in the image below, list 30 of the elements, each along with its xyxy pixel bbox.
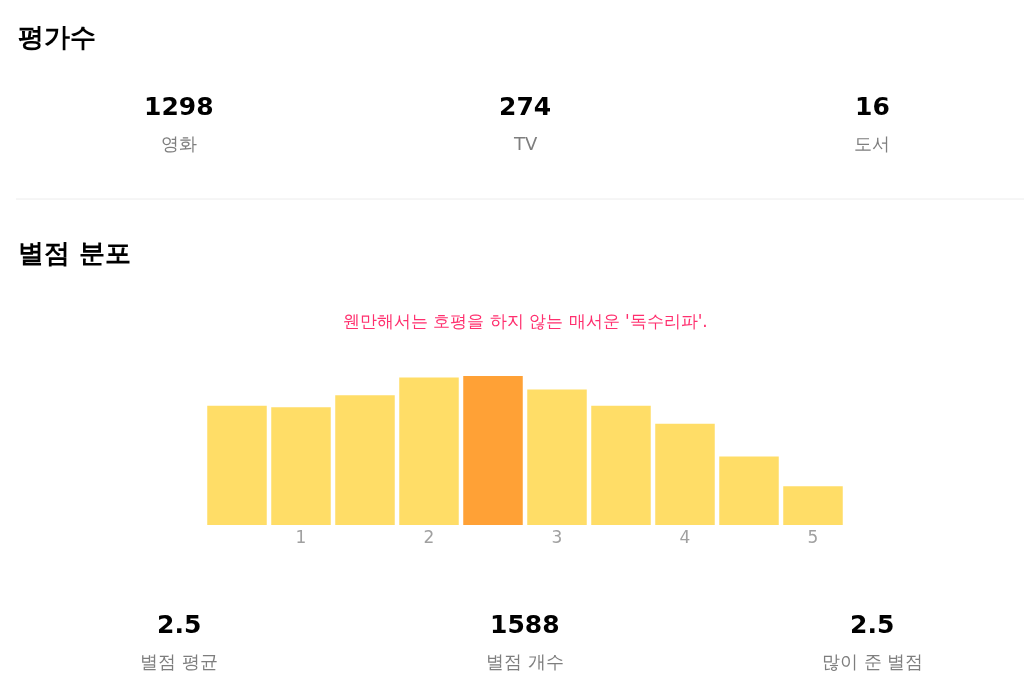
category-label: 영화 (161, 133, 197, 154)
bar (463, 376, 523, 525)
category-label: 별점 평균 (140, 651, 218, 672)
x-tick-label: 2 (423, 527, 435, 547)
bar (399, 377, 459, 525)
bar (335, 395, 395, 525)
data-label: 16 (855, 92, 890, 121)
data-label: 2.5 (157, 610, 202, 639)
category-label: 별점 개수 (486, 651, 564, 672)
data-label: 274 (499, 92, 552, 121)
x-tick-label: 3 (551, 527, 563, 547)
data-label: 1298 (144, 92, 214, 121)
category-label: 도서 (854, 133, 890, 154)
bar (271, 407, 331, 525)
chart-title: 별점 분포 (18, 238, 132, 268)
x-tick-label: 5 (807, 527, 819, 547)
data-label: 1588 (490, 610, 560, 639)
bar (591, 405, 651, 525)
bar (527, 389, 587, 525)
bar (207, 405, 267, 525)
chart-subtitle: 웬만해서는 호평을 하지 않는 매서운 '독수리파'. (343, 311, 708, 331)
text: 평가수 (18, 22, 96, 52)
bar (655, 423, 715, 525)
bar (783, 486, 843, 525)
data-label: 2.5 (850, 610, 895, 639)
x-tick-label: 1 (295, 527, 307, 547)
category-label: TV (513, 133, 538, 154)
x-tick-label: 4 (679, 527, 691, 547)
bar (719, 456, 779, 525)
category-label: 많이 준 별점 (822, 651, 924, 672)
